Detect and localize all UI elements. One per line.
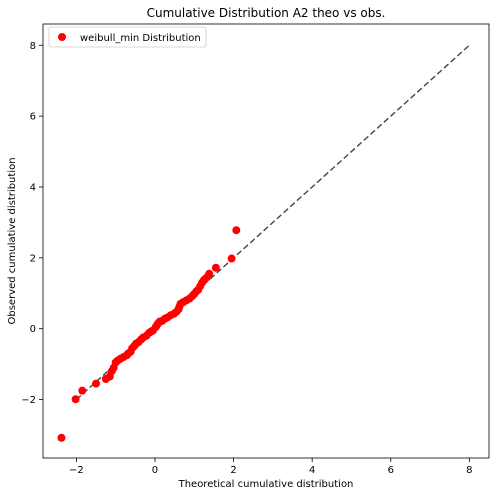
x-tick-label: 0 [152,465,158,476]
x-axis-label: Theoretical cumulative distribution [178,479,354,490]
scatter-points [57,226,241,442]
reference-line-group [75,44,470,401]
x-tick-label: 6 [388,465,394,476]
data-point [57,433,66,442]
y-tick-label: 2 [30,253,36,264]
x-tick-label: 4 [309,465,315,476]
plot-area [42,23,490,459]
legend-label: weibull_min Distribution [80,33,201,44]
data-point [71,395,80,404]
y-tick-label: 0 [30,324,36,335]
y-axis-ticks: −2 0 2 4 6 8 [21,41,43,406]
y-tick-label: 6 [30,112,36,123]
y-tick-label: −2 [21,395,36,406]
data-point [205,269,214,278]
y-tick-label: 4 [30,182,36,193]
legend-marker [58,33,66,41]
data-point [92,379,101,388]
legend: weibull_min Distribution [48,26,207,48]
y-axis-label: Observed cumulative distribution [7,157,18,324]
legend-box [48,26,207,48]
data-point [78,386,87,395]
x-axis-ticks: −2 0 2 4 6 8 [69,458,473,476]
x-tick-label: 2 [230,465,236,476]
data-point [232,226,241,235]
chart-title: Cumulative Distribution A2 theo vs obs. [147,6,386,20]
data-point [211,263,220,272]
plot-frame [42,23,490,459]
x-tick-label: −2 [69,465,84,476]
y-tick-label: 8 [30,41,36,52]
x-tick-label: 8 [466,465,472,476]
data-point [227,254,236,263]
reference-line [75,44,470,401]
